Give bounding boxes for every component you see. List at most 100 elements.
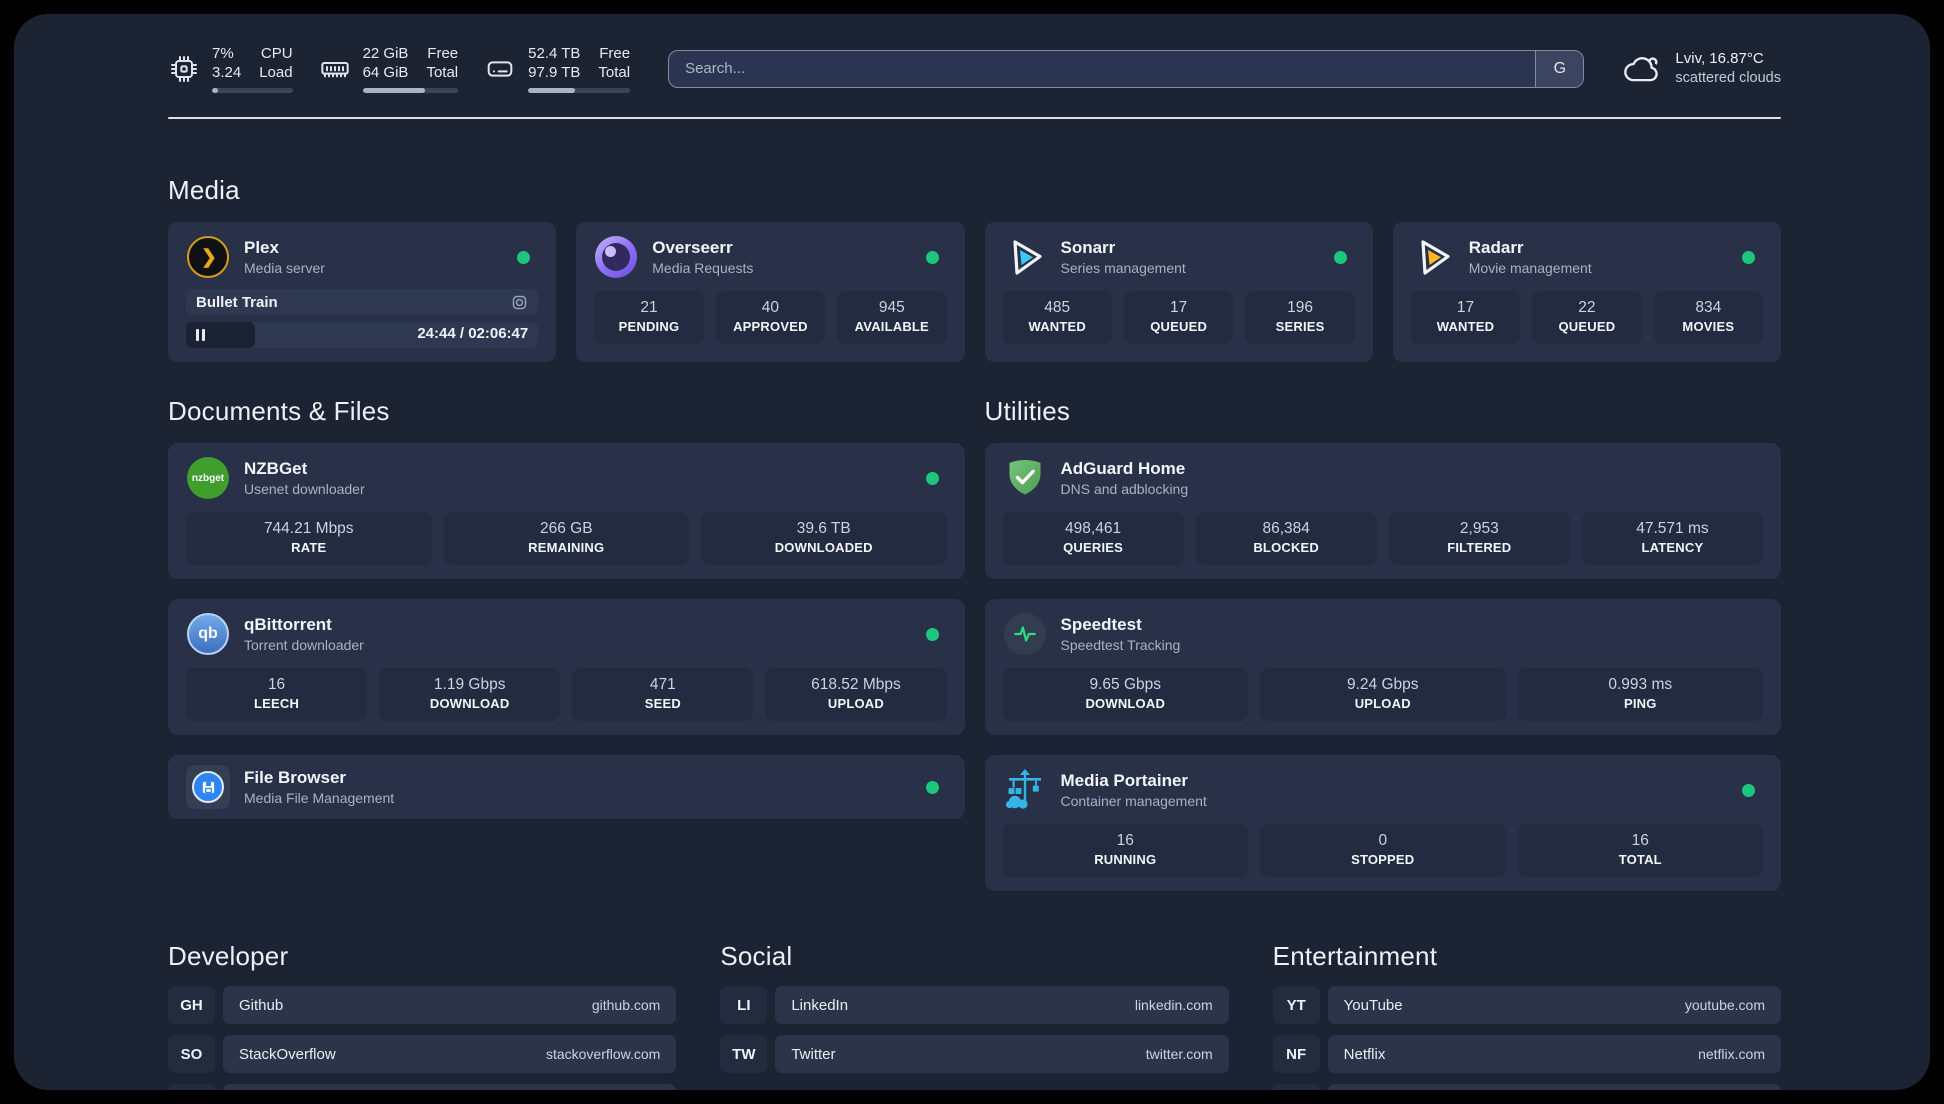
link-dev[interactable]: DT DEVdev.to: [168, 1084, 677, 1090]
link-youtube[interactable]: YT YouTube youtube.com: [1272, 986, 1781, 1024]
link-stackoverflow[interactable]: SO StackOverflow stackoverflow.com: [168, 1035, 677, 1073]
qbittorrent-title: qBittorrent: [244, 615, 332, 634]
link-tag: RE: [1272, 1084, 1320, 1090]
stat-box: 945 AVAILABLE: [837, 291, 947, 344]
stat-box: 39.6 TB DOWNLOADED: [701, 512, 947, 565]
developer-heading: Developer: [168, 941, 289, 971]
playback-time: 24:44 / 02:06:47: [417, 325, 529, 342]
cpu-chip-icon: [171, 55, 197, 82]
overseerr-title: Overseerr: [652, 238, 733, 257]
cpu-label-bottom: Load: [259, 64, 293, 81]
media-section: Media ❯ Plex Media server Bullet Train: [168, 175, 1781, 362]
speedtest-card[interactable]: Speedtest Speedtest Tracking 9.65 Gbps DO…: [984, 599, 1781, 735]
documents-heading: Documents & Files: [168, 396, 390, 426]
nzbget-icon: nzbget: [186, 456, 230, 500]
link-tag: DT: [168, 1084, 215, 1090]
link-name: Github: [239, 996, 284, 1014]
disk-free-value: 52.4 TB: [528, 45, 581, 62]
portainer-subtitle: Container management: [1060, 793, 1207, 809]
overseerr-subtitle: Media Requests: [652, 260, 754, 276]
social-heading: Social: [720, 941, 793, 971]
disk-stat: 52.4 TB Free 97.9 TB Total: [484, 44, 631, 93]
filebrowser-status-dot: [925, 780, 939, 794]
search-input[interactable]: [669, 50, 1536, 87]
portainer-crane-icon: [1003, 768, 1047, 812]
link-url: linkedin.com: [1134, 997, 1213, 1013]
cpu-load-value: 3.24: [212, 64, 242, 81]
memory-label-top: Free: [427, 45, 459, 62]
nzbget-subtitle: Usenet downloader: [244, 481, 365, 497]
radarr-subtitle: Movie management: [1468, 260, 1592, 276]
plex-card[interactable]: ❯ Plex Media server Bullet Train: [168, 222, 557, 362]
link-twitter[interactable]: TW Twitter twitter.com: [720, 1035, 1229, 1073]
pause-icon[interactable]: [196, 329, 205, 341]
link-tag: GH: [168, 986, 215, 1024]
utilities-heading: Utilities: [984, 396, 1071, 426]
stat-box: 17 QUEUED: [1123, 291, 1234, 344]
stat-box: 834 MOVIES: [1653, 291, 1764, 344]
stat-box: 9.65 Gbps DOWNLOAD: [1002, 668, 1248, 721]
nzbget-title: NZBGet: [244, 459, 308, 478]
topbar-divider: [168, 117, 1781, 119]
radarr-icon: [1411, 235, 1455, 279]
search-bar[interactable]: G: [668, 49, 1585, 88]
disk-progress-bar: [528, 88, 631, 93]
playback-progress-bar[interactable]: 24:44 / 02:06:47: [186, 322, 539, 348]
weather-location: Lviv, 16.87°C: [1675, 50, 1764, 67]
memory-label-bottom: Total: [426, 64, 459, 81]
stat-box: 0.993 ms PING: [1517, 668, 1763, 721]
sonarr-card[interactable]: Sonarr Series management 485 WANTED 17 QUE…: [984, 222, 1373, 362]
adguard-title: AdGuard Home: [1060, 459, 1186, 478]
stat-box: 16 LEECH: [186, 668, 368, 721]
link-name: StackOverflow: [239, 1045, 336, 1063]
portainer-card[interactable]: Media Portainer Container management 16 R…: [984, 755, 1781, 891]
link-github[interactable]: GH Github github.com: [168, 986, 677, 1024]
stat-box: 2,953 FILTERED: [1388, 512, 1570, 565]
stat-box: 196 SERIES: [1245, 291, 1355, 344]
disk-drive-icon: [487, 60, 513, 77]
stat-box: 17 WANTED: [1410, 291, 1521, 344]
link-url: stackoverflow.com: [545, 1046, 661, 1062]
plex-title: Plex: [244, 238, 279, 257]
link-url: netflix.com: [1698, 1046, 1765, 1062]
link-name: LinkedIn: [791, 996, 849, 1014]
topbar: 7% CPU 3.24 Load 22 GiB Free 64 GiB Tota…: [168, 44, 1781, 93]
weather-widget: Lviv, 16.87°C scattered clouds: [1622, 49, 1781, 88]
media-heading: Media: [168, 175, 240, 205]
memory-total-value: 64 GiB: [362, 64, 409, 81]
stat-box: 16 RUNNING: [1002, 824, 1248, 877]
stat-box: 9.24 Gbps UPLOAD: [1260, 668, 1506, 721]
overseerr-card[interactable]: Overseerr Media Requests 21 PENDING 40 APP…: [576, 222, 965, 362]
plex-icon: ❯: [186, 235, 230, 279]
now-playing-row: Bullet Train: [186, 289, 539, 315]
utilities-section: Utilities AdGuard Home DNS and adblock: [984, 396, 1781, 891]
camera-icon: [513, 295, 527, 309]
filebrowser-card[interactable]: File Browser Media File Management: [168, 755, 965, 819]
weather-condition: scattered clouds: [1675, 70, 1781, 86]
search-engine-button[interactable]: G: [1535, 50, 1584, 87]
sonarr-title: Sonarr: [1060, 238, 1116, 257]
link-tag: SO: [168, 1035, 215, 1073]
entertainment-links-section: Entertainment YT YouTube youtube.com NF N…: [1272, 941, 1781, 1090]
radarr-card[interactable]: Radarr Movie management 17 WANTED 22 QUEUE…: [1392, 222, 1781, 362]
stat-box: 47.571 ms LATENCY: [1581, 512, 1763, 565]
link-reddit[interactable]: RE Redditreddit.com: [1272, 1084, 1781, 1090]
memory-free-value: 22 GiB: [362, 45, 409, 62]
stat-box: 618.52 Mbps UPLOAD: [765, 668, 947, 721]
disk-label-bottom: Total: [598, 64, 631, 81]
link-tag: NF: [1272, 1035, 1320, 1073]
stat-box: 471 SEED: [572, 668, 754, 721]
social-links-section: Social LI LinkedIn linkedin.com TW Twitte…: [720, 941, 1229, 1090]
disk-total-value: 97.9 TB: [528, 64, 581, 81]
stat-box: 21 PENDING: [594, 291, 704, 344]
link-name: YouTube: [1343, 996, 1403, 1014]
qbittorrent-card[interactable]: qb qBittorrent Torrent downloader 16 LEEC…: [168, 599, 965, 735]
link-linkedin[interactable]: LI LinkedIn linkedin.com: [720, 986, 1229, 1024]
link-netflix[interactable]: NF Netflix netflix.com: [1272, 1035, 1781, 1073]
link-tag: TW: [720, 1035, 768, 1073]
link-url: youtube.com: [1684, 997, 1765, 1013]
documents-section: Documents & Files nzbget NZBGet Usenet d…: [168, 396, 965, 891]
adguard-card[interactable]: AdGuard Home DNS and adblocking 498,461 Q…: [984, 443, 1781, 579]
speedtest-title: Speedtest: [1060, 615, 1142, 634]
nzbget-card[interactable]: nzbget NZBGet Usenet downloader 744.21 M…: [168, 443, 965, 579]
